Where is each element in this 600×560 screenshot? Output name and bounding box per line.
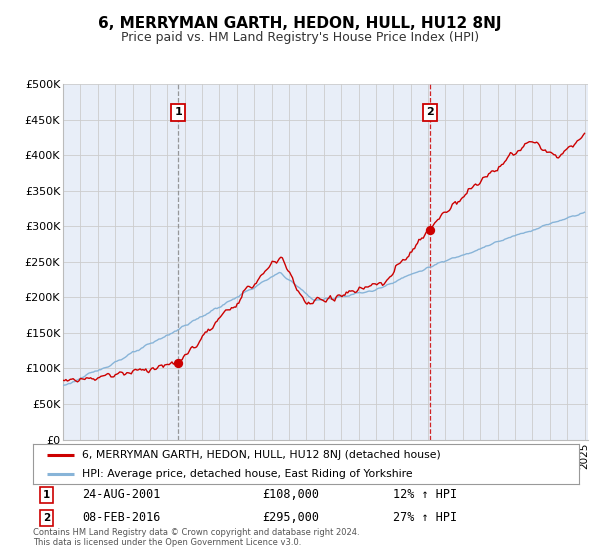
Text: HPI: Average price, detached house, East Riding of Yorkshire: HPI: Average price, detached house, East… (82, 469, 413, 478)
Text: 08-FEB-2016: 08-FEB-2016 (82, 511, 161, 524)
Text: £295,000: £295,000 (262, 511, 319, 524)
Text: £108,000: £108,000 (262, 488, 319, 501)
Text: 1: 1 (43, 490, 50, 500)
Text: 12% ↑ HPI: 12% ↑ HPI (394, 488, 457, 501)
Text: 24-AUG-2001: 24-AUG-2001 (82, 488, 161, 501)
Text: 6, MERRYMAN GARTH, HEDON, HULL, HU12 8NJ (detached house): 6, MERRYMAN GARTH, HEDON, HULL, HU12 8NJ… (82, 450, 441, 460)
Text: 6, MERRYMAN GARTH, HEDON, HULL, HU12 8NJ: 6, MERRYMAN GARTH, HEDON, HULL, HU12 8NJ (98, 16, 502, 31)
Text: Price paid vs. HM Land Registry's House Price Index (HPI): Price paid vs. HM Land Registry's House … (121, 31, 479, 44)
Text: 2: 2 (43, 512, 50, 522)
Text: Contains HM Land Registry data © Crown copyright and database right 2024.
This d: Contains HM Land Registry data © Crown c… (33, 528, 359, 547)
Text: 1: 1 (175, 108, 182, 118)
Text: 27% ↑ HPI: 27% ↑ HPI (394, 511, 457, 524)
Point (173, 358, 183, 367)
Point (425, 225, 434, 234)
Text: 2: 2 (426, 108, 434, 118)
